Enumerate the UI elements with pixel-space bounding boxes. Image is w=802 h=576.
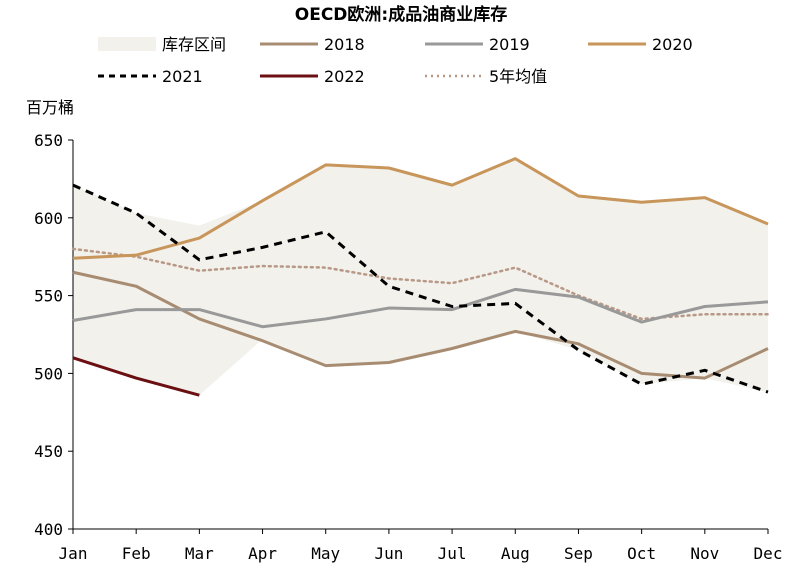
x-tick-label: Jan	[59, 544, 88, 563]
range-band-area	[73, 158, 768, 396]
series-line-2021	[72, 183, 769, 394]
x-tick-label: Jun	[374, 544, 403, 563]
chart-title: OECD欧洲:成品油商业库存	[295, 4, 507, 25]
x-tick-label: Feb	[122, 544, 151, 563]
x-tick-label: Nov	[690, 544, 719, 563]
y-tick-label: 550	[34, 287, 63, 306]
x-tick-label: Mar	[185, 544, 214, 563]
series-line-2020	[72, 157, 769, 260]
y-axis-unit-label: 百万桶	[26, 98, 74, 117]
legend-label-2020: 2020	[652, 35, 693, 54]
x-tick-label: Oct	[627, 544, 656, 563]
x-tick-label: Aug	[501, 544, 530, 563]
series-line-2018	[72, 270, 769, 380]
legend-label-2021: 2021	[162, 67, 203, 86]
y-tick-label: 650	[34, 131, 63, 150]
legend-label-2019: 2019	[489, 35, 530, 54]
x-tick-label: Dec	[754, 544, 783, 563]
plot-area: 400 450 500 550 600 650 Jan Feb Mar Apr May Jun Jul A…	[34, 131, 782, 563]
x-tick-label: Sep	[564, 544, 593, 563]
y-tick-label: 600	[34, 209, 63, 228]
y-tick-label: 500	[34, 364, 63, 383]
legend-label-range: 库存区间	[162, 35, 226, 54]
legend-swatch-range	[98, 37, 156, 51]
series-line-2019	[72, 287, 769, 329]
x-tick-label: Apr	[248, 544, 277, 563]
x-tick-label: May	[311, 544, 340, 563]
series-line-2022	[72, 356, 200, 397]
legend: 库存区间 2018 2019 2020 2021 2022 5年均值	[98, 35, 693, 86]
y-tick-label: 400	[34, 520, 63, 539]
legend-label-2018: 2018	[324, 35, 365, 54]
legend-label-5yr-avg: 5年均值	[489, 67, 547, 86]
x-tick-label: Jul	[438, 544, 467, 563]
y-tick-label: 450	[34, 442, 63, 461]
legend-label-2022: 2022	[324, 67, 365, 86]
